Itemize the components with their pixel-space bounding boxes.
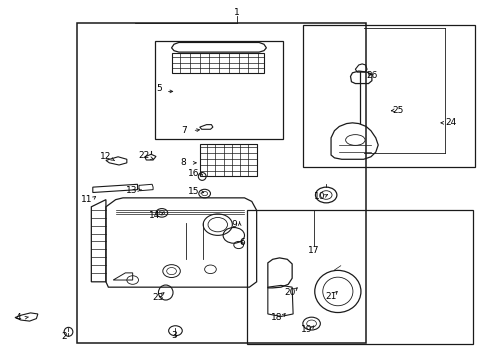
Text: 15: 15 [187,187,199,196]
Text: 22: 22 [138,151,149,160]
Text: 13: 13 [126,185,137,194]
Bar [246,210,472,344]
Text: 2: 2 [61,332,67,341]
Text: 12: 12 [100,152,111,161]
Bar [200,144,256,176]
Text: 20: 20 [284,288,295,297]
Text: 8: 8 [181,158,186,167]
Text: 9: 9 [230,220,236,229]
Text: 23: 23 [152,293,164,302]
Bar [171,53,264,73]
Text: 4: 4 [16,313,21,322]
Text: 1: 1 [234,8,240,17]
Text: 24: 24 [445,118,456,127]
Text: 6: 6 [239,238,244,247]
Text: 10: 10 [313,192,325,201]
Text: 17: 17 [307,246,319,255]
Text: 26: 26 [366,71,377,80]
Text: 21: 21 [325,292,336,301]
Text: 5: 5 [156,84,162,93]
Bar [154,41,283,139]
Text: 19: 19 [301,325,312,334]
Bar [302,24,474,167]
Text: 14: 14 [148,211,160,220]
Text: 16: 16 [187,169,199,178]
Bar [77,23,366,342]
Text: 3: 3 [171,331,177,340]
Text: 11: 11 [81,195,92,204]
Text: 7: 7 [181,126,186,135]
Text: 25: 25 [391,106,403,115]
Text: 18: 18 [271,313,282,322]
